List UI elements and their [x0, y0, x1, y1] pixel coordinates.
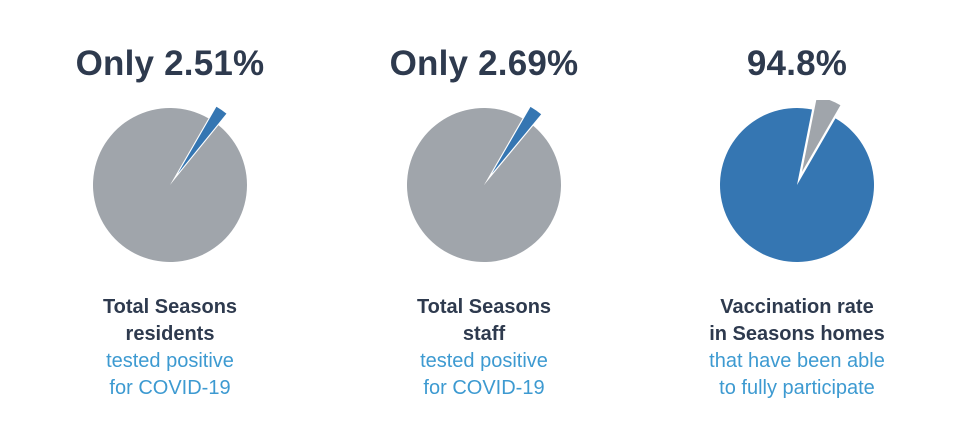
- pie-slice-0: [491, 106, 542, 174]
- pie-slice-1: [801, 100, 841, 172]
- chart-title: 94.8%: [746, 44, 848, 83]
- caption-sub-line-2: for COVID-19: [109, 377, 231, 399]
- caption-sub-line-2: to fully participate: [719, 377, 875, 399]
- chart-title: Only 2.51%: [75, 44, 265, 83]
- caption-bold-line-2: residents: [125, 323, 215, 345]
- chart-caption: Total Seasons staff tested positive for …: [334, 294, 634, 402]
- caption-sub-line-1: tested positive: [106, 350, 234, 372]
- caption-sub-line-1: that have been able: [709, 350, 885, 372]
- chart-caption: Total Seasons residents tested positive …: [20, 294, 320, 402]
- caption-bold-line-1: Total Seasons: [416, 296, 552, 318]
- caption-bold-line-2: staff: [462, 323, 506, 345]
- pie-chart: [720, 100, 874, 262]
- caption-bold-line-1: Total Seasons: [102, 296, 238, 318]
- chart-panel-residents: Only 2.51% Total Seasons residents teste…: [20, 0, 320, 435]
- pie-slice-0: [720, 108, 874, 262]
- chart-title: Only 2.69%: [389, 44, 579, 83]
- pie-slice-1: [92, 107, 247, 263]
- chart-panel-staff: Only 2.69% Total Seasons staff tested po…: [334, 0, 634, 435]
- pie-slice-1: [407, 108, 561, 263]
- caption-bold-line-1: Vaccination rate: [720, 296, 874, 318]
- caption-sub-line-2: for COVID-19: [423, 377, 545, 399]
- pie-slice-0: [177, 106, 227, 174]
- caption-sub-line-1: tested positive: [420, 350, 548, 372]
- caption-bold-line-2: in Seasons homes: [709, 323, 885, 345]
- chart-panel-vaccination: 94.8% Vaccination rate in Seasons homes …: [647, 0, 947, 435]
- pie-chart: [407, 106, 561, 263]
- chart-caption: Vaccination rate in Seasons homes that h…: [647, 294, 947, 402]
- pie-chart: [92, 106, 247, 263]
